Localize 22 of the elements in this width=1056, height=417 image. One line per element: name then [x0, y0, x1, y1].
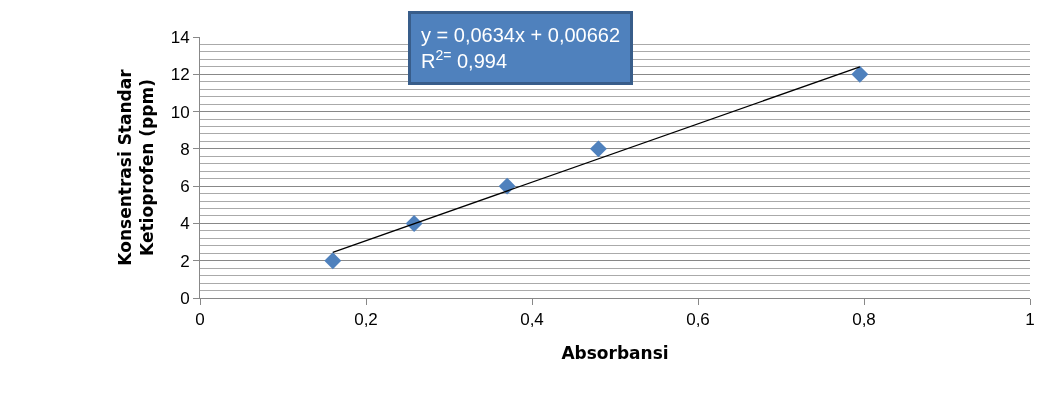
y-tick-label: 2 — [180, 251, 190, 271]
y-axis-title: Konsentrasi Standar Ketioprofen (ppm) — [115, 68, 158, 266]
point — [498, 177, 516, 195]
x-tick-label: 0,4 — [520, 310, 544, 330]
x-axis-title: Absorbansi — [561, 342, 669, 363]
y-tick-label: 14 — [170, 27, 190, 47]
x-tick-label: 0 — [195, 310, 205, 330]
x-tick-label: 0,6 — [686, 310, 710, 330]
y-tick-label: 8 — [180, 139, 190, 159]
point — [324, 252, 342, 270]
y-tick-label: 0 — [180, 288, 190, 308]
point — [589, 140, 607, 158]
y-tick-label: 4 — [180, 214, 190, 234]
y-tick-label: 10 — [170, 102, 190, 122]
annotation: y = 0,0634x + 0,00662 — [421, 24, 621, 46]
x-tick-label: 1 — [1025, 310, 1035, 330]
y-tick-label: 6 — [180, 177, 190, 197]
annotation: R$^{2=}$ 0,994 — [421, 46, 508, 72]
x-tick-label: 0,8 — [852, 310, 876, 330]
y-tick-label: 12 — [170, 65, 190, 85]
point — [851, 65, 869, 83]
x-tick-label: 0,2 — [354, 310, 378, 330]
